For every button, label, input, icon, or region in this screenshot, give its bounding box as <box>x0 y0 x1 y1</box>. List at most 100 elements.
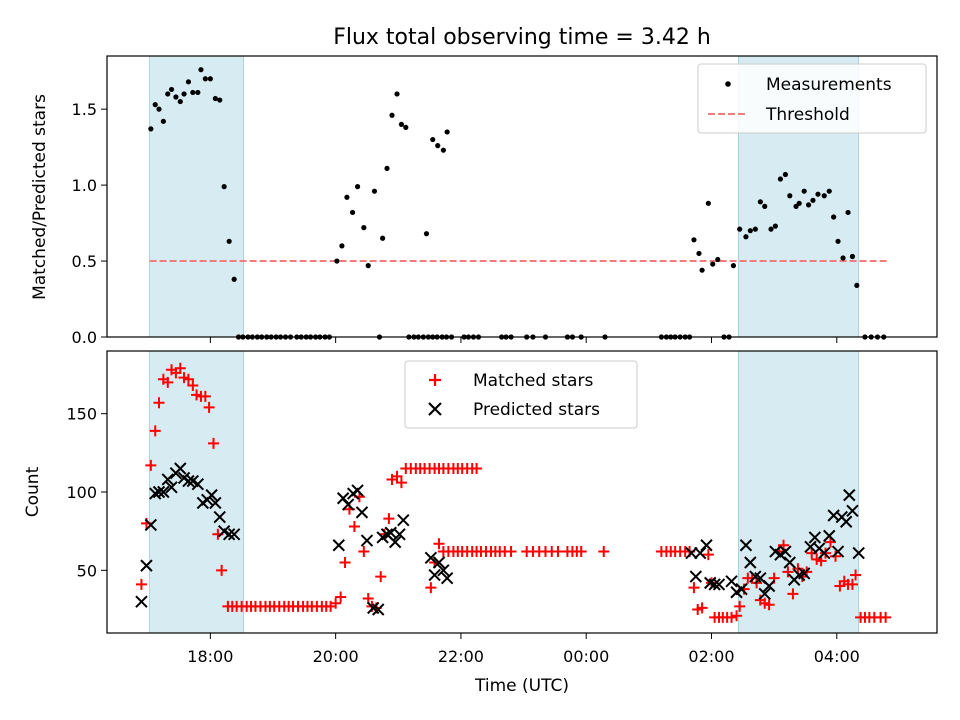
predicted-star-point <box>685 546 698 560</box>
measurement-point <box>361 225 367 231</box>
measurement-point <box>202 76 208 82</box>
measurement-point <box>334 258 340 264</box>
predicted-star-point <box>846 504 859 518</box>
predicted-star-point <box>161 473 174 486</box>
measurement-point <box>168 86 175 93</box>
bottom-y-tick-label: 100 <box>66 483 97 502</box>
measurement-point <box>148 126 154 132</box>
x-tick-label: 22:00 <box>438 647 484 666</box>
measurement-point <box>349 209 356 216</box>
measurement-point <box>854 282 860 288</box>
measurement-point <box>772 223 778 229</box>
x-tick-label: 18:00 <box>187 647 233 666</box>
matched-star-point <box>149 425 161 437</box>
predicted-star-point <box>797 567 811 580</box>
predicted-star-point <box>758 587 771 601</box>
measurement-point <box>195 89 201 96</box>
matched-star-point <box>688 582 700 594</box>
measurement-point <box>152 102 158 108</box>
measurement-point <box>787 193 793 199</box>
measurement-point <box>840 255 846 261</box>
measurement-point <box>354 184 361 190</box>
predicted-star-point <box>213 510 226 524</box>
matched-star-point <box>731 610 743 622</box>
measurement-point <box>440 147 446 153</box>
measurement-point <box>344 194 350 200</box>
matched-star-point <box>552 546 564 558</box>
predicted-star-point <box>360 534 374 547</box>
matched-star-point <box>383 513 395 525</box>
top-legend-box <box>697 63 927 134</box>
measurement-point <box>768 226 774 232</box>
matched-star-point <box>348 520 360 532</box>
measurement-point <box>156 106 162 112</box>
measurement-point <box>782 171 789 178</box>
measurement-point <box>705 200 711 206</box>
measurement-point <box>339 243 345 249</box>
predicted-star-point <box>424 551 438 565</box>
measurement-point <box>190 89 196 96</box>
measurement-point <box>815 191 821 197</box>
predicted-star-point <box>712 578 726 591</box>
x-tick-label: 04:00 <box>814 647 860 666</box>
predicted-star-point <box>182 474 195 488</box>
measurement-point <box>849 253 856 260</box>
matched-star-point <box>575 546 587 558</box>
measurement-point <box>165 91 171 97</box>
measurement-point <box>821 193 827 199</box>
measurement-point <box>221 184 227 190</box>
top-y-tick-label: 0.0 <box>72 328 97 347</box>
predicted-star-point <box>708 578 721 591</box>
measurement-point <box>177 98 183 105</box>
matched-star-point <box>505 546 517 558</box>
measurement-point <box>752 226 758 232</box>
matched-star-point <box>782 566 794 578</box>
measurement-point <box>831 214 837 220</box>
matched-star-point <box>335 591 347 603</box>
matched-star-point <box>153 397 165 409</box>
matched-star-point <box>339 557 351 568</box>
x-tick-label: 02:00 <box>688 647 734 666</box>
measurement-point <box>743 234 749 240</box>
measurement-point <box>835 238 841 244</box>
predicted-star-point <box>808 531 822 544</box>
matched-star-point <box>846 578 858 590</box>
predicted-star-point <box>762 579 776 593</box>
measurement-point <box>430 136 436 143</box>
matched-star-point <box>830 550 842 562</box>
legend-predicted-label: Predicted stars <box>473 400 600 420</box>
matched-star-point <box>880 611 892 623</box>
matched-star-point <box>433 538 445 550</box>
legend-matched-label: Matched stars <box>473 371 593 391</box>
predicted-star-point <box>739 539 753 552</box>
predicted-star-point <box>227 528 241 541</box>
measurement-point <box>762 203 768 209</box>
predicted-star-point <box>694 546 707 560</box>
matched-star-point <box>391 470 403 482</box>
predicted-star-point <box>393 528 406 541</box>
measurement-point <box>796 200 802 206</box>
matched-star-point <box>182 373 194 385</box>
predicted-star-point <box>209 496 222 510</box>
predicted-star-point <box>144 518 158 532</box>
measurement-point <box>380 235 386 241</box>
matched-star-point <box>199 390 211 402</box>
predicted-star-point <box>818 546 831 560</box>
top-y-tick-label: 1.5 <box>72 100 97 119</box>
predicted-star-point <box>355 506 369 519</box>
measurement-point <box>845 209 851 216</box>
measurement-point <box>398 121 405 127</box>
matched-star-point <box>425 582 437 594</box>
measurement-point <box>747 228 753 234</box>
measurement-point <box>389 112 395 118</box>
bottom-ylabel: Count <box>23 466 43 517</box>
matched-star-point <box>145 459 157 471</box>
legend-predicted-marker <box>428 402 442 416</box>
predicted-star-point <box>341 498 355 511</box>
measurement-point <box>198 67 204 73</box>
measurement-point <box>423 231 430 237</box>
measurement-point <box>371 188 378 194</box>
predicted-star-point <box>440 571 454 585</box>
predicted-star-point <box>140 559 153 572</box>
